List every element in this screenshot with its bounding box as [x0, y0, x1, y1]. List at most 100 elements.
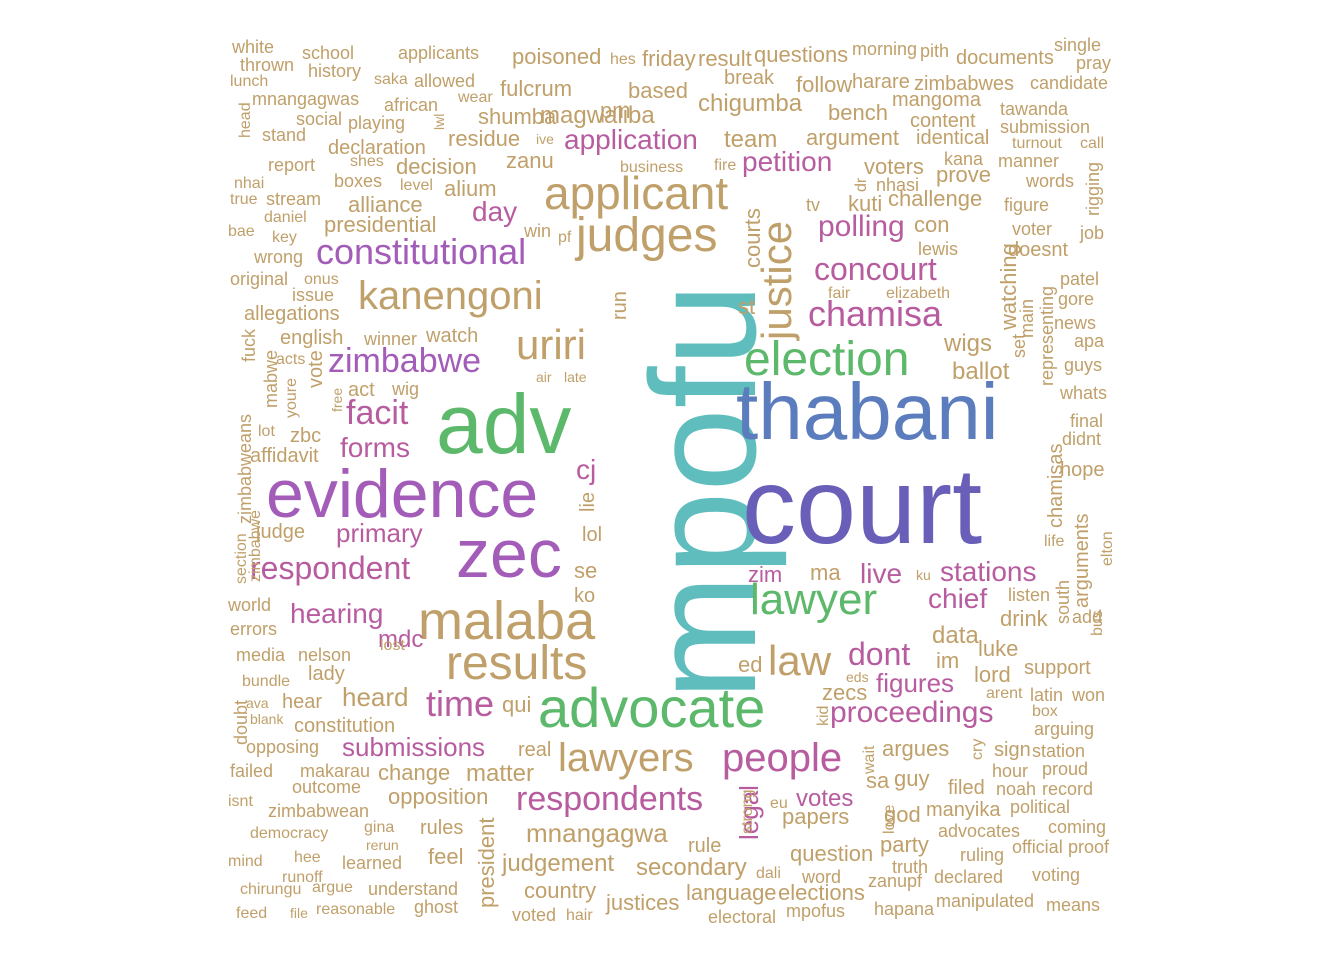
word-business: business — [620, 159, 684, 176]
word-won: won — [1072, 685, 1106, 705]
word-zimbabweans: zimbabweans — [235, 413, 255, 524]
word-media: media — [236, 645, 286, 665]
word-drink: drink — [1000, 606, 1048, 631]
word-lost: lost — [380, 637, 405, 654]
word-residue: residue — [448, 126, 521, 151]
word-poisoned: poisoned — [512, 44, 602, 69]
word-argument: argument — [806, 125, 899, 150]
word-lady: lady — [308, 663, 345, 685]
word-feed: feed — [236, 905, 268, 922]
word-mangoma: mangoma — [892, 89, 981, 111]
word-ma: ma — [810, 560, 841, 585]
word-political: political — [1010, 797, 1071, 817]
word-data: data — [932, 622, 979, 649]
word-dali: dali — [756, 865, 781, 882]
word-real: real — [518, 739, 552, 761]
word-morning: morning — [852, 39, 918, 59]
word-fair: fair — [828, 285, 851, 302]
word-turnout: turnout — [1012, 135, 1062, 152]
word-judgement: judgement — [502, 850, 615, 877]
word-rigging: rigging — [1083, 161, 1103, 216]
word-pm: pm — [600, 98, 631, 123]
word-wig: wig — [392, 379, 420, 399]
word-polling: polling — [818, 210, 905, 243]
word-feel: feel — [428, 844, 464, 869]
word-prove: prove — [936, 162, 992, 187]
word-hes: hes — [610, 51, 636, 68]
word-country: country — [524, 878, 597, 903]
word-main: main — [1017, 298, 1037, 338]
word-win: win — [524, 221, 552, 241]
word-opposition: opposition — [388, 784, 489, 809]
word-magwaliba: magwaliba — [540, 102, 655, 129]
word-wear: wear — [458, 89, 493, 106]
word-result: result — [698, 46, 752, 71]
word-rules: rules — [420, 817, 464, 839]
word-malaba: malaba — [418, 591, 596, 651]
word-mdc: mdc — [378, 626, 424, 653]
word-lol: lol — [582, 524, 603, 546]
word-time: time — [426, 683, 495, 724]
word-ive: ive — [536, 131, 554, 147]
word-words: words — [1026, 171, 1075, 191]
word-hapana: hapana — [874, 899, 935, 919]
word-social: social — [296, 109, 343, 129]
word-fire: fire — [714, 157, 737, 174]
word-proud: proud — [1042, 759, 1089, 779]
word-onus: onus — [304, 271, 339, 288]
word-rerun: rerun — [366, 837, 399, 853]
word-luke: luke — [978, 636, 1019, 661]
word-nhasi: nhasi — [876, 175, 920, 195]
word-playing: playing — [348, 113, 406, 133]
word-school: school — [302, 43, 355, 63]
word-forms: forms — [340, 432, 410, 463]
word-watch: watch — [426, 325, 479, 347]
word-manipulated: manipulated — [936, 891, 1035, 911]
word-south: south — [1053, 579, 1073, 624]
word-sa: sa — [866, 768, 890, 793]
word-chief: chief — [928, 583, 988, 614]
word-vote: vote — [305, 350, 327, 388]
word-voter: voter — [1012, 219, 1053, 239]
word-thabani: thabani — [736, 367, 999, 456]
word-respondents: respondents — [516, 780, 704, 818]
word-con: con — [914, 212, 950, 237]
word-guys: guys — [1064, 355, 1103, 375]
word-understand: understand — [368, 879, 459, 899]
word-primary: primary — [336, 518, 423, 548]
word-issue: issue — [292, 285, 335, 305]
word-zecs: zecs — [822, 680, 868, 705]
word-eds: eds — [846, 669, 869, 685]
word-stand: stand — [262, 125, 307, 145]
word-kana: kana — [944, 149, 984, 169]
word-zanu: zanu — [506, 148, 554, 173]
word-elections: elections — [778, 880, 865, 905]
word-lie: lie — [577, 491, 599, 512]
word-boxes: boxes — [334, 171, 383, 191]
word-thrown: thrown — [240, 55, 295, 75]
word-advocate: advocate — [538, 676, 766, 739]
word-zimbabwe: zimbabwe — [328, 342, 482, 380]
word-patel: patel — [1060, 269, 1100, 289]
word-zec: zec — [456, 516, 562, 592]
word-lwl: lwl — [431, 113, 447, 130]
word-pf: pf — [558, 229, 572, 246]
word-voted: voted — [512, 905, 557, 925]
word-gore: gore — [1058, 289, 1095, 309]
word-questions: questions — [754, 42, 849, 67]
word-zim: zim — [748, 562, 783, 587]
word-court: court — [742, 445, 983, 566]
word-fulcrum: fulcrum — [500, 76, 573, 101]
word-daniel: daniel — [264, 209, 307, 226]
word-stream: stream — [266, 189, 322, 209]
word-bench: bench — [828, 100, 888, 125]
word-mnangagwa: mnangagwa — [526, 818, 668, 848]
word-box: box — [1032, 703, 1058, 720]
word-eu: eu — [770, 795, 788, 812]
word-based: based — [628, 78, 688, 103]
word-allowed: allowed — [414, 71, 476, 91]
word-nhai: nhai — [234, 175, 265, 192]
word-kanengoni: kanengoni — [358, 274, 543, 318]
word-party: party — [880, 832, 929, 857]
